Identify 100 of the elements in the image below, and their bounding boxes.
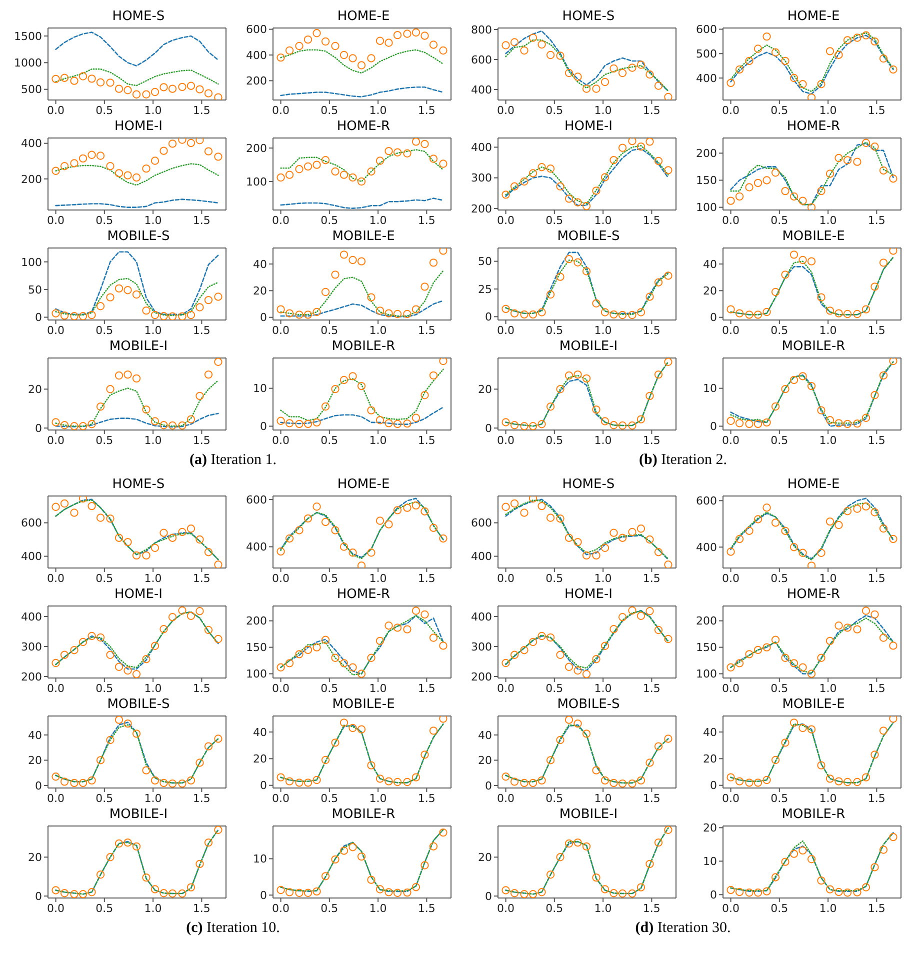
point [348, 54, 357, 62]
x-tick-label: 1.5 [192, 572, 210, 585]
point [826, 636, 834, 646]
point [754, 515, 762, 524]
point [574, 838, 582, 847]
y-tick-label: 100 [696, 668, 717, 681]
point [160, 889, 168, 898]
point [295, 42, 304, 50]
point [853, 504, 862, 513]
point [78, 890, 88, 898]
chart-title: MOBILE-I [558, 338, 619, 355]
x-tick-label: 1.5 [868, 572, 886, 585]
point [781, 654, 790, 662]
y-tick-label: 20 [253, 752, 267, 766]
y-tick-label: 0 [35, 779, 42, 792]
x-tick-label: 1.0 [144, 324, 162, 337]
y-tick-label: 400 [696, 72, 717, 85]
x-tick-label: 1.0 [819, 434, 837, 447]
line-series [280, 198, 444, 209]
point [132, 374, 141, 383]
point [664, 272, 672, 280]
x-tick-label: 0.0 [272, 214, 290, 227]
point [664, 634, 672, 644]
point [582, 202, 591, 210]
x-tick-label: 0.5 [96, 324, 114, 337]
point [628, 889, 636, 898]
point [357, 177, 366, 186]
point [160, 312, 168, 320]
point [834, 154, 843, 162]
y-tick-label: 100 [696, 201, 717, 214]
y-tick-label: 400 [21, 137, 42, 150]
point [781, 56, 790, 66]
point [745, 420, 754, 428]
x-tick-label: 0.5 [320, 792, 338, 805]
point [78, 778, 88, 788]
point [546, 756, 555, 764]
point [52, 886, 60, 894]
y-tick-label: 200 [471, 202, 492, 216]
point [196, 860, 204, 868]
x-tick-label: 0.5 [770, 104, 788, 117]
x-tick-label: 1.0 [594, 434, 612, 447]
point [70, 159, 78, 168]
point [348, 372, 357, 380]
point [636, 776, 646, 785]
x-tick-label: 0.0 [497, 902, 515, 915]
x-tick-label: 1.0 [819, 792, 837, 805]
point [771, 756, 780, 764]
y-tick-label: 500 [21, 83, 42, 96]
point [168, 534, 177, 542]
point [403, 30, 412, 38]
point [403, 310, 412, 318]
point [843, 778, 852, 786]
y-tick-label: 20 [703, 752, 717, 766]
point [60, 311, 69, 320]
point [403, 419, 412, 428]
x-tick-label: 0.5 [96, 104, 114, 117]
point [618, 889, 627, 898]
point [817, 761, 826, 770]
point [502, 418, 510, 426]
y-tick-label: 600 [246, 493, 267, 506]
x-tick-label: 1.0 [144, 434, 162, 447]
point [610, 778, 618, 788]
y-tick-label: 200 [471, 670, 492, 684]
x-tick-label: 1.5 [418, 214, 436, 227]
point [556, 514, 564, 523]
y-tick-label: 0 [260, 420, 267, 434]
point [879, 371, 888, 380]
point [403, 625, 412, 634]
y-tick-label: 300 [471, 640, 492, 654]
text: (b) Iteration 2. [639, 452, 727, 468]
point [186, 415, 196, 424]
point [817, 186, 826, 196]
point [393, 888, 402, 898]
point [285, 534, 294, 543]
x-tick-label: 0.5 [320, 682, 338, 695]
y-tick-label: 400 [471, 141, 492, 154]
point [556, 736, 564, 744]
point [88, 420, 96, 428]
point [160, 421, 168, 430]
point [412, 606, 420, 615]
point [745, 650, 754, 658]
x-tick-label: 0.0 [722, 104, 740, 117]
point [834, 621, 843, 630]
point [798, 663, 807, 672]
point [150, 642, 160, 650]
y-tick-label: 50 [478, 255, 492, 268]
point [367, 548, 376, 557]
point [214, 734, 222, 743]
point [834, 50, 843, 59]
point [538, 40, 546, 49]
x-tick-label: 0.5 [546, 792, 564, 805]
point [340, 50, 348, 60]
point [745, 778, 754, 787]
x-tick-label: 0.0 [497, 572, 515, 585]
point [340, 659, 348, 668]
point [393, 624, 402, 632]
point [285, 777, 294, 786]
x-tick-label: 1.5 [192, 214, 210, 227]
x-tick-label: 0.0 [497, 434, 515, 447]
point [726, 416, 735, 426]
